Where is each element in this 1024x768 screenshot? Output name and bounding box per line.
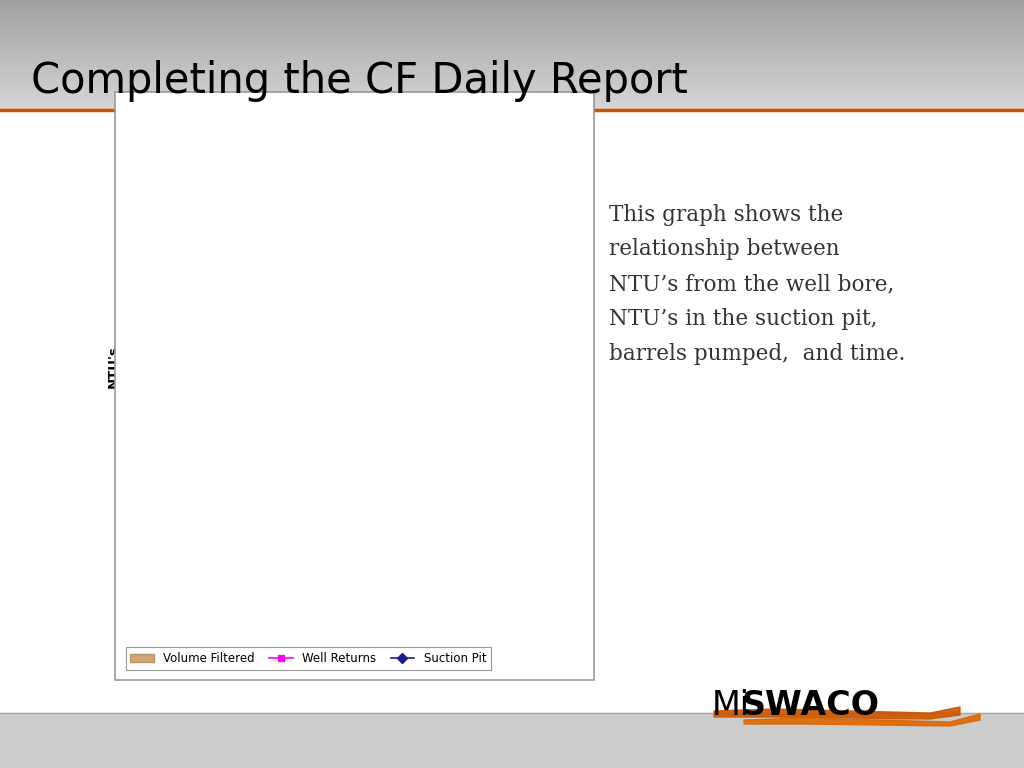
Polygon shape (714, 707, 961, 719)
Text: 1,350: 1,350 (338, 171, 359, 202)
Y-axis label: Volume Filtered Each Sample: Volume Filtered Each Sample (566, 270, 580, 463)
Polygon shape (744, 714, 980, 726)
Text: 900: 900 (441, 316, 459, 337)
Bar (376, 308, 410, 595)
X-axis label: Hours Filtered Each Sample: Hours Filtered Each Sample (237, 624, 444, 637)
Bar (0, 713, 1024, 768)
Y-axis label: NTU's: NTU's (106, 346, 120, 388)
Bar (220, 260, 254, 595)
Text: 860: 860 (286, 330, 303, 352)
Text: This graph shows the
relationship between
NTU’s from the well bore,
NTU’s in the: This graph shows the relationship betwee… (609, 204, 905, 365)
Bar (168, 284, 202, 595)
Bar (271, 358, 305, 595)
Legend: Volume Filtered, Well Returns, Suction Pit: Volume Filtered, Well Returns, Suction P… (126, 647, 492, 670)
Text: Completing the CF Daily Report: Completing the CF Daily Report (31, 60, 687, 101)
Bar (427, 343, 461, 595)
Bar (0, 110, 1024, 768)
Bar (479, 308, 513, 595)
Title: NTU's vs. Volume Filtered: NTU's vs. Volume Filtered (233, 118, 447, 133)
Text: 1,100: 1,100 (182, 248, 204, 279)
Bar (324, 207, 357, 595)
Text: Mi: Mi (712, 689, 750, 721)
Text: 1,200: 1,200 (234, 224, 256, 255)
Text: 1,000: 1,000 (494, 272, 515, 303)
Text: 1,000: 1,000 (390, 272, 412, 303)
Text: SWACO: SWACO (741, 689, 880, 721)
